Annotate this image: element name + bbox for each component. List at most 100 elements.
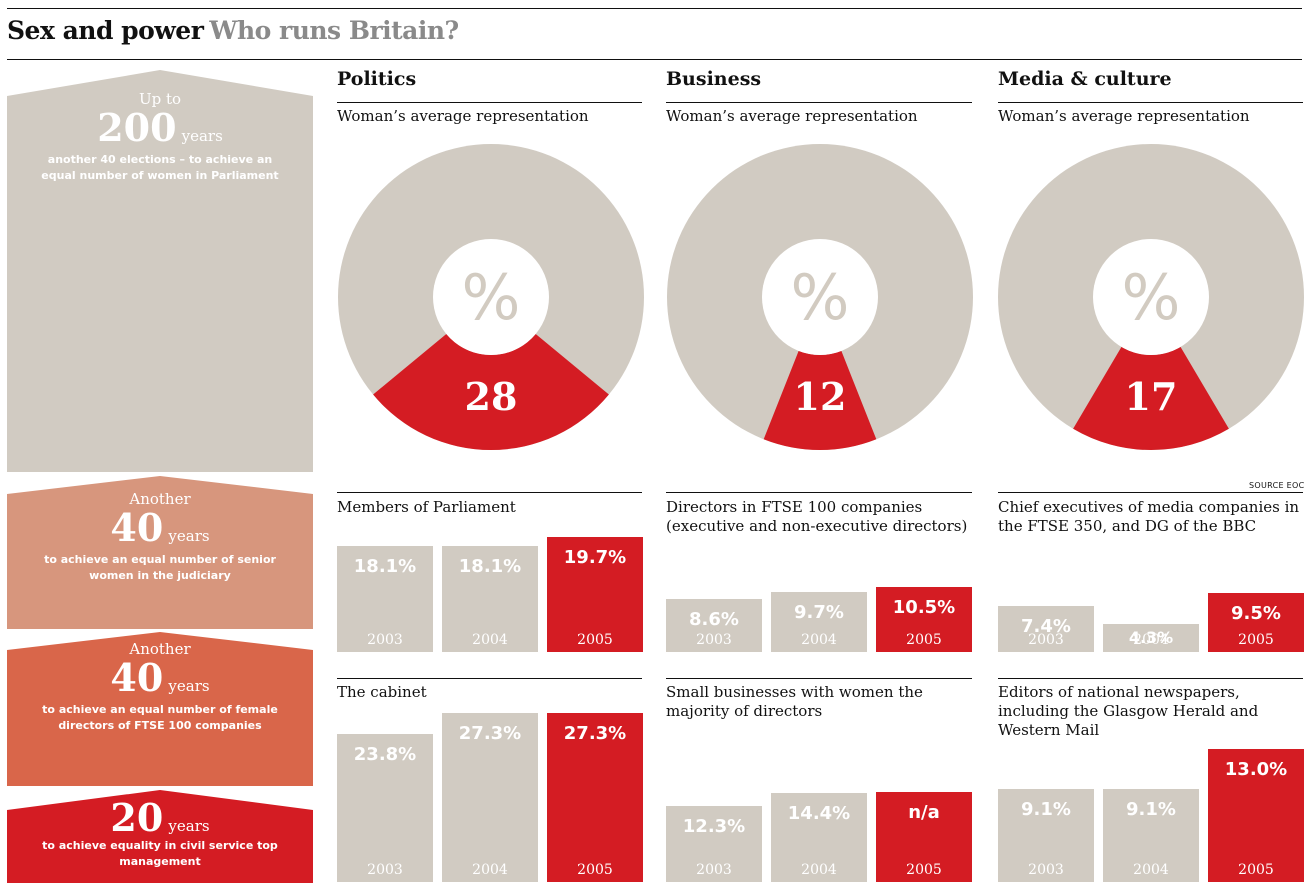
bar-value-label: 9.5% — [1231, 603, 1281, 625]
bar-year-label: 2003 — [696, 861, 732, 878]
donut-hole — [762, 239, 878, 355]
chart-rule — [666, 678, 972, 679]
section-subtitle: Woman’s average representation — [998, 107, 1250, 125]
donut-chart-business: % 12 — [667, 144, 973, 450]
donut-chart-politics: % 28 — [338, 144, 644, 450]
bar-2005: 13.0% 2005 — [1208, 749, 1304, 882]
donut-value-label: 28 — [465, 374, 518, 419]
donut-center-symbol: % — [791, 261, 850, 334]
arrow-shape — [7, 70, 313, 472]
bar-2005: 19.7% 2005 — [547, 536, 643, 652]
donut-center-symbol: % — [462, 261, 521, 334]
bar-year-label: 2003 — [367, 861, 403, 878]
arrow-desc: another 40 elections – to achieve an equ… — [41, 153, 279, 182]
chart-title: Chief executives of media companies in t… — [998, 498, 1300, 535]
arrow-shape — [7, 476, 313, 629]
arrow-civil-service: 20 years to achieve equality in civil se… — [7, 790, 313, 883]
bar-value-label: 7.4% — [1021, 616, 1071, 638]
top-rule — [7, 8, 1302, 9]
bar-2005: 9.5% 2005 — [1208, 593, 1304, 652]
bar-year-label: 2003 — [696, 631, 732, 648]
donut-slice-women — [1073, 346, 1229, 450]
bar-2005: 10.5% 2005 — [876, 586, 972, 652]
arrow-unit: years — [168, 817, 210, 835]
chart-rule — [337, 678, 642, 679]
arrow-unit: years — [181, 127, 223, 145]
bar-value-label: 18.1% — [353, 556, 417, 578]
chart-rule — [337, 492, 642, 493]
bar-2003: 9.1% 2003 — [998, 789, 1094, 882]
section-title-politics: Politics — [337, 68, 417, 90]
donut-slice-women — [373, 333, 609, 450]
arrow-shape — [7, 790, 313, 883]
bar-2003: 18.1% 2003 — [337, 546, 433, 652]
bar-2004: 14.4% 2004 — [771, 792, 867, 882]
chart-rule — [998, 492, 1303, 493]
bar-2004: 4.3% 2004 — [1103, 624, 1199, 652]
bar-year-label: 2005 — [1238, 861, 1274, 878]
arrow-desc: to achieve an equal number of senior wom… — [44, 553, 276, 582]
bar-year-label: 2005 — [906, 862, 942, 878]
chart-title: Editors of national newspapers, includin… — [998, 683, 1259, 739]
arrow-pre: Up to — [138, 90, 182, 108]
bar-value-label: 9.1% — [1126, 799, 1176, 821]
section-subtitle: Woman’s average representation — [337, 107, 589, 125]
bar-2003: 7.4% 2003 — [998, 606, 1094, 652]
chart-title: Small businesses with women the majority… — [666, 683, 923, 720]
bar-year-label: 2004 — [801, 631, 837, 648]
bar-year-label: 2004 — [472, 861, 508, 878]
arrow-unit: years — [168, 677, 210, 695]
bar-2004: 27.3% 2004 — [442, 712, 538, 882]
bar-year-label: 2005 — [577, 631, 613, 648]
donut-hole — [433, 239, 549, 355]
bar-2005: n/a 2005 — [876, 792, 972, 882]
bar-2003: 23.8% 2003 — [337, 734, 433, 882]
bar-2003: 12.3% 2003 — [666, 805, 762, 882]
donut-chart-media: % 17 — [998, 144, 1304, 450]
bar-value-label: 23.8% — [353, 744, 417, 766]
bar-value-label: 27.3% — [563, 722, 627, 744]
title-main: Sex and power — [7, 16, 204, 45]
chart-title: Directors in FTSE 100 companies (executi… — [666, 498, 968, 535]
bar-year-label: 2003 — [1028, 861, 1064, 878]
arrow-parliament: Up to 200 years another 40 elections – t… — [7, 70, 313, 472]
bar-value-label: 9.7% — [794, 601, 844, 623]
section-rule — [337, 102, 642, 103]
donut-value-label: 12 — [794, 374, 847, 419]
bar-year-label: 2004 — [801, 861, 837, 878]
bar-year-label: 2004 — [472, 631, 508, 648]
donut-value-label: 17 — [1125, 374, 1178, 419]
bar-value-label: 9.1% — [1021, 799, 1071, 821]
arrow-pre: Another — [129, 640, 191, 658]
arrow-number: 200 — [97, 105, 177, 150]
bar-value-label: 13.0% — [1224, 759, 1288, 781]
arrow-desc: to achieve equality in civil service top… — [42, 839, 278, 868]
bar-value-label: 14.4% — [787, 802, 851, 824]
bar-year-label: 2005 — [1238, 631, 1274, 648]
bar-year-label: 2005 — [577, 861, 613, 878]
header-rule — [7, 59, 1302, 60]
section-title-media: Media & culture — [998, 68, 1172, 90]
arrow-shape — [7, 632, 313, 786]
bar-value-label: 18.1% — [458, 556, 522, 578]
section-rule — [998, 102, 1303, 103]
bar-value-label: 4.3% — [1128, 628, 1174, 647]
bar-year-label: 2003 — [367, 631, 403, 648]
donut-hole — [1093, 239, 1209, 355]
bar-value-label: 10.5% — [892, 596, 956, 618]
section-rule — [666, 102, 972, 103]
bar-value-label: 27.3% — [458, 722, 522, 744]
bar-value-label: 12.3% — [682, 815, 746, 837]
arrow-pre: Another — [129, 490, 191, 508]
arrow-number: 40 — [110, 505, 164, 550]
source-note: SOURCE EOC — [1249, 481, 1305, 490]
section-subtitle: Woman’s average representation — [666, 107, 918, 125]
bar-2005: 27.3% 2005 — [547, 712, 643, 882]
donut-center-symbol: % — [1122, 261, 1181, 334]
bar-2004: 9.7% 2004 — [771, 591, 867, 652]
bar-year-label: 2005 — [906, 631, 942, 648]
section-title-business: Business — [666, 68, 762, 90]
chart-title: Members of Parliament — [337, 498, 516, 516]
bar-2003: 8.6% 2003 — [666, 598, 762, 652]
bar-value-label: n/a — [908, 802, 940, 823]
